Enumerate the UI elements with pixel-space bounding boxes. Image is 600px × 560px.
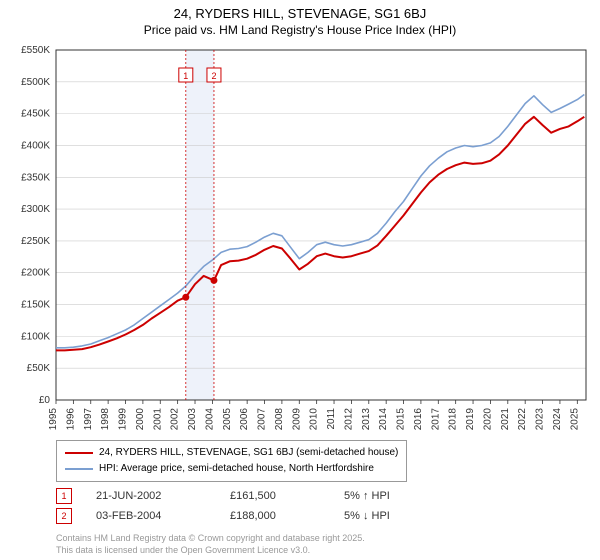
svg-text:2015: 2015	[396, 408, 407, 430]
svg-text:2012: 2012	[343, 408, 354, 430]
svg-text:£300K: £300K	[21, 204, 50, 215]
svg-text:£200K: £200K	[21, 268, 50, 279]
svg-text:2025: 2025	[569, 408, 580, 430]
svg-text:2009: 2009	[291, 408, 302, 430]
svg-text:2017: 2017	[430, 408, 441, 430]
svg-text:2004: 2004	[204, 408, 215, 430]
svg-text:1996: 1996	[65, 408, 76, 430]
attribution: Contains HM Land Registry data © Crown c…	[56, 532, 365, 556]
svg-text:2006: 2006	[239, 408, 250, 430]
svg-text:1: 1	[183, 71, 188, 81]
svg-text:2024: 2024	[552, 408, 563, 430]
marker-date-2: 03-FEB-2004	[96, 506, 206, 526]
legend-label-2: HPI: Average price, semi-detached house,…	[99, 461, 374, 477]
legend-label-1: 24, RYDERS HILL, STEVENAGE, SG1 6BJ (sem…	[99, 445, 398, 461]
marker-price-1: £161,500	[230, 486, 320, 506]
chart-title-address: 24, RYDERS HILL, STEVENAGE, SG1 6BJ	[0, 6, 600, 21]
svg-text:2011: 2011	[326, 408, 337, 430]
marker-delta-2: 5% ↓ HPI	[344, 506, 390, 526]
svg-text:2021: 2021	[500, 408, 511, 430]
svg-text:2005: 2005	[222, 408, 233, 430]
svg-text:2022: 2022	[517, 408, 528, 430]
svg-text:£150K: £150K	[21, 300, 50, 311]
svg-text:1995: 1995	[48, 408, 59, 430]
svg-text:2020: 2020	[482, 408, 493, 430]
legend-swatch-2	[65, 468, 93, 470]
price-chart: £0 £50K £100K £150K £200K £250K £300K £350K £400…	[0, 40, 600, 430]
svg-text:2013: 2013	[361, 408, 372, 430]
svg-text:2010: 2010	[309, 408, 320, 430]
chart-title-subtitle: Price paid vs. HM Land Registry's House …	[0, 23, 600, 37]
svg-text:2002: 2002	[170, 408, 181, 430]
svg-text:£0: £0	[39, 395, 51, 406]
svg-text:1998: 1998	[100, 408, 111, 430]
svg-text:2: 2	[211, 71, 216, 81]
svg-text:2016: 2016	[413, 408, 424, 430]
svg-text:£400K: £400K	[21, 140, 50, 151]
marker-row-1: 1 21-JUN-2002 £161,500 5% ↑ HPI	[56, 486, 390, 506]
marker-badge-2: 2	[56, 508, 72, 524]
svg-text:£500K: £500K	[21, 77, 50, 88]
svg-text:2014: 2014	[378, 408, 389, 430]
svg-text:£100K: £100K	[21, 331, 50, 342]
svg-text:2008: 2008	[274, 408, 285, 430]
attribution-line-2: This data is licensed under the Open Gov…	[56, 544, 365, 556]
svg-text:£550K: £550K	[21, 45, 50, 56]
marker-date-1: 21-JUN-2002	[96, 486, 206, 506]
svg-text:2000: 2000	[135, 408, 146, 430]
svg-text:1999: 1999	[118, 408, 129, 430]
svg-text:2018: 2018	[448, 408, 459, 430]
svg-text:£50K: £50K	[27, 363, 51, 374]
attribution-line-1: Contains HM Land Registry data © Crown c…	[56, 532, 365, 544]
marker-price-2: £188,000	[230, 506, 320, 526]
svg-text:2007: 2007	[257, 408, 268, 430]
legend-swatch-1	[65, 452, 93, 454]
marker-row-2: 2 03-FEB-2004 £188,000 5% ↓ HPI	[56, 506, 390, 526]
svg-text:2023: 2023	[535, 408, 546, 430]
svg-text:£350K: £350K	[21, 172, 50, 183]
marker-badge-1: 1	[56, 488, 72, 504]
svg-text:1997: 1997	[83, 408, 94, 430]
svg-text:2019: 2019	[465, 408, 476, 430]
marker-details: 1 21-JUN-2002 £161,500 5% ↑ HPI 2 03-FEB…	[56, 486, 390, 526]
svg-text:£250K: £250K	[21, 236, 50, 247]
marker-delta-1: 5% ↑ HPI	[344, 486, 390, 506]
svg-text:£450K: £450K	[21, 109, 50, 120]
legend: 24, RYDERS HILL, STEVENAGE, SG1 6BJ (sem…	[56, 440, 407, 482]
svg-text:2001: 2001	[152, 408, 163, 430]
svg-text:2003: 2003	[187, 408, 198, 430]
